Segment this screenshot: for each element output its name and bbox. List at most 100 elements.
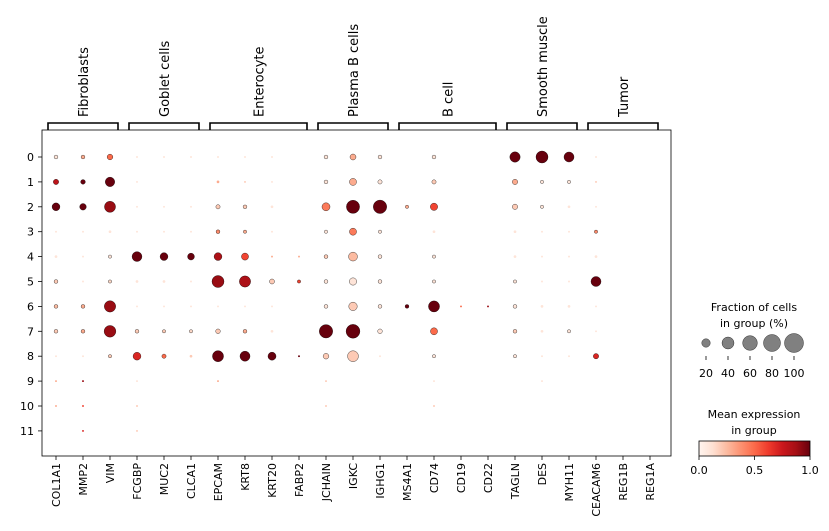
size-legend-label-80: 80 bbox=[765, 367, 779, 380]
dot-myh11-group-8 bbox=[568, 355, 570, 358]
dot-fcgbp-group-10 bbox=[136, 405, 138, 407]
dot-jchain-group-2 bbox=[321, 202, 331, 212]
x-tick-label-myh11: MYH11 bbox=[563, 463, 576, 501]
x-axis: COL1A1 MMP2 VIM FCGBP MUC2 CLCA1 EPCAM KRT8 KRT2… bbox=[50, 456, 657, 517]
dot-col1a1-group-0 bbox=[53, 154, 59, 160]
dot-mmp2-group-11 bbox=[82, 429, 84, 432]
size-legend-dot-80 bbox=[763, 334, 781, 352]
dot-col1a1-group-8 bbox=[55, 355, 57, 358]
cell-type-brackets: Fibroblasts Goblet cells Enterocyte Plasma … bbox=[47, 16, 659, 130]
dot-mmp2-group-5 bbox=[82, 280, 84, 283]
dot-krt8-group-4 bbox=[241, 252, 249, 261]
dot-ceacam6-group-3 bbox=[594, 229, 598, 234]
dot-ms4a1-group-2 bbox=[405, 204, 409, 209]
dot-epcam-group-1 bbox=[216, 180, 220, 184]
dot-igkc-group-5 bbox=[349, 277, 357, 286]
dot-krt20-group-3 bbox=[271, 230, 273, 233]
dot-cd74-group-9 bbox=[433, 380, 435, 383]
dot-des-group-1 bbox=[540, 180, 544, 184]
dot-krt20-group-6 bbox=[271, 305, 273, 308]
dot-col1a1-group-10 bbox=[55, 405, 57, 407]
dot-krt8-group-3 bbox=[243, 229, 247, 234]
x-tick-label-clca1: CLCA1 bbox=[185, 463, 198, 499]
bracket-smooth-muscle bbox=[506, 122, 578, 130]
dot-cd74-group-3 bbox=[432, 230, 436, 234]
dot-krt8-group-2 bbox=[242, 204, 248, 209]
bracket-enterocyte bbox=[209, 122, 308, 130]
dot-krt8-group-6 bbox=[244, 305, 246, 308]
dot-igkc-group-2 bbox=[346, 200, 360, 214]
cell-type-label-smooth-muscle: Smooth muscle bbox=[536, 16, 551, 117]
dot-epcam-group-9 bbox=[217, 380, 219, 383]
x-tick-label-fabp2: FABP2 bbox=[293, 463, 306, 497]
dot-fabp2-group-8 bbox=[298, 355, 300, 358]
y-tick-label-3: 3 bbox=[27, 226, 34, 239]
y-tick-label-1: 1 bbox=[27, 176, 34, 189]
size-legend-title-line2: in group (%) bbox=[720, 317, 788, 330]
x-tick-label-ighg1: IGHG1 bbox=[374, 463, 387, 499]
dot-col1a1-group-1 bbox=[53, 179, 59, 185]
dot-fcgbp-group-2 bbox=[136, 205, 138, 208]
dot-jchain-group-6 bbox=[323, 304, 329, 309]
dot-clca1-group-8 bbox=[189, 354, 193, 358]
y-tick-label-11: 11 bbox=[20, 425, 34, 438]
dot-clca1-group-0 bbox=[190, 156, 192, 158]
dot-jchain-group-7 bbox=[319, 324, 333, 339]
y-tick-label-9: 9 bbox=[27, 375, 34, 388]
dot-ceacam6-group-1 bbox=[595, 180, 597, 183]
dot-clca1-group-3 bbox=[190, 230, 192, 233]
dot-mmp2-group-4 bbox=[82, 255, 84, 258]
dot-epcam-group-3 bbox=[215, 229, 221, 234]
dot-col1a1-group-3 bbox=[55, 230, 57, 233]
dot-jchain-group-4 bbox=[323, 254, 329, 259]
dot-mmp2-group-7 bbox=[80, 329, 86, 334]
dot-myh11-group-5 bbox=[568, 280, 570, 283]
cell-type-label-goblet-cells: Goblet cells bbox=[158, 41, 173, 117]
x-tick-label-reg1b: REG1B bbox=[617, 463, 630, 501]
dot-muc2-group-2 bbox=[163, 205, 165, 208]
x-tick-label-ms4a1: MS4A1 bbox=[401, 463, 414, 501]
dot-epcam-group-5 bbox=[211, 275, 225, 288]
dot-fcgbp-group-11 bbox=[136, 429, 138, 432]
dot-vim-group-5 bbox=[108, 279, 112, 284]
dot-mmp2-group-9 bbox=[82, 380, 84, 383]
dot-mmp2-group-10 bbox=[82, 405, 84, 407]
dot-ighg1-group-5 bbox=[377, 279, 383, 284]
color-legend-title-line1: Mean expression bbox=[708, 408, 801, 421]
x-tick-label-cd22: CD22 bbox=[482, 463, 495, 493]
dot-ceacam6-group-7 bbox=[595, 330, 597, 333]
dot-clca1-group-2 bbox=[190, 205, 192, 208]
dot-ms4a1-group-6 bbox=[404, 304, 410, 309]
dot-des-group-6 bbox=[540, 305, 544, 308]
dot-fcgbp-group-6 bbox=[136, 305, 138, 308]
dot-myh11-group-2 bbox=[567, 205, 571, 209]
dot-krt20-group-7 bbox=[270, 329, 274, 333]
y-tick-label-2: 2 bbox=[27, 201, 34, 214]
dot-igkc-group-3 bbox=[349, 227, 357, 236]
dot-cd74-group-5 bbox=[432, 279, 436, 284]
dot-col1a1-group-5 bbox=[53, 279, 59, 284]
dot-cd19-group-6 bbox=[460, 305, 462, 308]
y-tick-label-5: 5 bbox=[27, 276, 34, 289]
size-legend-dot-100 bbox=[784, 333, 804, 353]
size-legend: Fraction of cells in group (%) 20 40 60 80 1… bbox=[699, 301, 805, 380]
dot-igkc-group-4 bbox=[348, 251, 358, 262]
size-legend-dot-40 bbox=[721, 336, 735, 350]
dot-ceacam6-group-2 bbox=[595, 205, 597, 208]
size-legend-label-100: 100 bbox=[784, 367, 805, 380]
dot-des-group-3 bbox=[541, 230, 543, 233]
dot-des-group-5 bbox=[541, 280, 543, 283]
y-tick-label-7: 7 bbox=[27, 325, 34, 338]
dot-fcgbp-group-4 bbox=[131, 251, 143, 262]
dot-myh11-group-6 bbox=[567, 305, 571, 308]
dot-clca1-group-5 bbox=[190, 280, 192, 283]
dot-cd74-group-1 bbox=[431, 179, 437, 185]
dot-krt8-group-8 bbox=[239, 350, 251, 362]
dot-des-group-8 bbox=[541, 355, 543, 358]
dot-muc2-group-0 bbox=[163, 156, 165, 158]
dot-des-group-9 bbox=[541, 380, 543, 383]
dot-jchain-group-9 bbox=[325, 380, 327, 383]
dot-des-group-2 bbox=[540, 204, 544, 209]
dot-jchain-group-8 bbox=[322, 353, 330, 360]
